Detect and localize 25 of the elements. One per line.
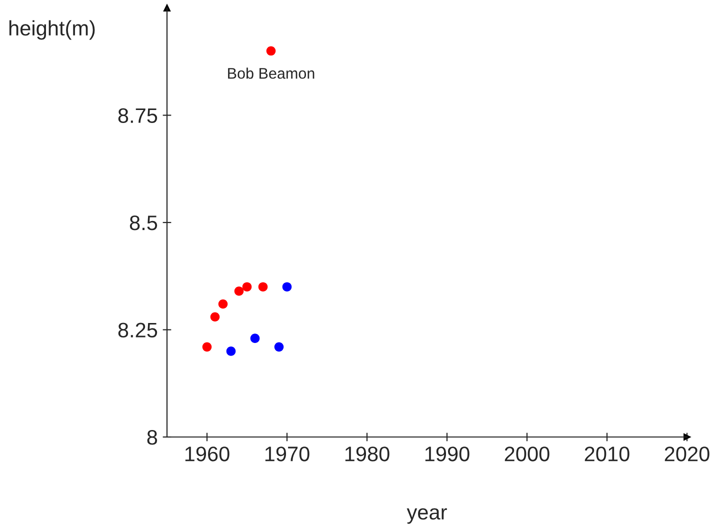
y-axis-title: height(m) — [9, 20, 95, 40]
point — [218, 299, 228, 309]
point — [202, 342, 212, 352]
y-tick-label: 8.75 — [118, 108, 158, 124]
y-tick-label: 8.5 — [130, 216, 158, 230]
x-tick-label: 1960 — [185, 446, 230, 462]
y-tick-label: 8.25 — [118, 322, 158, 338]
y-tick-label: 8 — [147, 430, 158, 445]
point — [282, 282, 292, 292]
x-tick-label: 2020 — [664, 446, 710, 462]
x-tick-label: 1980 — [345, 446, 390, 462]
point — [250, 334, 260, 343]
point — [266, 46, 276, 56]
point — [258, 282, 268, 292]
x-tick-label: 1990 — [425, 446, 470, 462]
point — [242, 282, 252, 292]
point — [274, 342, 284, 352]
x-tick-label: 2000 — [504, 446, 550, 462]
point — [210, 312, 220, 322]
point — [234, 286, 244, 296]
x-tick-label: 1970 — [265, 446, 310, 462]
x-tick-label: 2010 — [584, 446, 630, 462]
annotation: Bob Beamon — [228, 68, 314, 79]
point — [226, 346, 236, 356]
x-axis-title: year — [406, 508, 447, 524]
